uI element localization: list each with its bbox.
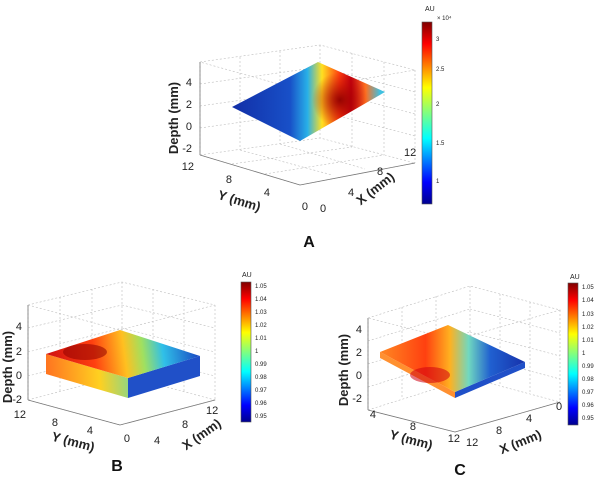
panel-a-xtick-3: 12 xyxy=(404,147,416,159)
panel-b: 4 2 0 -2 Depth (mm) 12 8 4 0 Y (mm) 4 8 … xyxy=(0,272,267,475)
panel-c-zlabel: Depth (mm) xyxy=(336,334,351,406)
panel-b-ytick-0: 12 xyxy=(14,409,26,421)
panel-c-colorbar-tick-8: 0.97 xyxy=(582,390,594,396)
panel-a-colorbar-tick-4: 1 xyxy=(436,179,440,185)
panel-c-ytick-2: 12 xyxy=(448,433,460,445)
panel-b-ytick-2: 4 xyxy=(87,425,93,437)
panel-a-ztick-3: -2 xyxy=(182,143,192,155)
panel-a-zlabel: Depth (mm) xyxy=(166,82,181,154)
panel-c-colorbar-tick-5: 1 xyxy=(582,351,586,357)
panel-c-xtick-1: 8 xyxy=(496,425,502,437)
panel-b-colorbar-tick-2: 1.03 xyxy=(255,310,267,316)
panel-a-ytick-2: 4 xyxy=(264,187,270,199)
panel-b-colorbar-tick-10: 0.95 xyxy=(255,414,267,420)
panel-a-axes-box xyxy=(199,44,416,186)
panel-a-ztick-2: 0 xyxy=(186,121,192,133)
panel-c-ytick-0: 4 xyxy=(370,409,376,421)
panel-c-colorbar-tick-2: 1.03 xyxy=(582,312,594,318)
panel-b-colorbar-title: AU xyxy=(242,272,252,279)
panel-a-colorbar-tick-2: 2 xyxy=(436,102,440,108)
panel-a-xtick-0: 0 xyxy=(320,203,326,215)
panel-c-colorbar-tick-10: 0.95 xyxy=(582,416,594,422)
panel-a-colorbar-title: AU xyxy=(425,6,435,13)
panel-b-colorbar-tick-4: 1.01 xyxy=(255,336,267,342)
panel-a-ztick-1: 2 xyxy=(186,99,192,111)
panel-c-ytick-1: 8 xyxy=(410,421,416,433)
panel-c-colorbar-tick-0: 1.05 xyxy=(582,285,594,291)
panel-b-slab xyxy=(46,330,200,398)
panel-c-colorbar-tick-4: 1.01 xyxy=(582,338,594,344)
panel-b-colorbar-tick-7: 0.98 xyxy=(255,375,267,381)
panel-b-xtick-2: 12 xyxy=(206,405,218,417)
panel-c-colorbar-tick-6: 0.99 xyxy=(582,364,594,370)
panel-b-colorbar-tick-8: 0.97 xyxy=(255,388,267,394)
panel-a-ylabel: Y (mm) xyxy=(216,187,262,214)
panel-a-ytick-0: 12 xyxy=(182,161,194,173)
panel-b-colorbar-tick-6: 0.99 xyxy=(255,362,267,368)
panel-a-colorbar-exponent: × 10⁴ xyxy=(437,15,452,22)
panel-a-xtick-1: 4 xyxy=(348,187,354,199)
panel-b-ztick-2: 0 xyxy=(16,370,22,382)
panel-b-label: B xyxy=(111,458,123,475)
panel-a-colorbar-tick-3: 1.5 xyxy=(436,141,445,147)
panel-a-label: A xyxy=(303,234,315,251)
panel-b-colorbar: AU 1.05 1.04 1.03 1.02 1.01 1 0.99 0.98 … xyxy=(240,272,267,423)
panel-b-ytick-3: 0 xyxy=(124,433,130,445)
panel-c-colorbar-title: AU xyxy=(570,274,580,281)
panel-c: 4 2 0 -2 Depth (mm) 4 8 12 Y (mm) 12 8 4… xyxy=(336,274,594,479)
panel-c-colorbar-tick-9: 0.96 xyxy=(582,403,594,409)
panel-a: 4 2 0 -2 Depth (mm) 12 8 4 0 Y (mm) 0 4 … xyxy=(166,6,452,251)
panel-c-colorbar: AU 1.05 1.04 1.03 1.02 1.01 1 0.99 0.98 … xyxy=(567,274,594,426)
panel-c-xtick-0: 12 xyxy=(466,437,478,449)
panel-c-colorbar-tick-1: 1.04 xyxy=(582,298,594,304)
panel-b-ytick-1: 8 xyxy=(52,417,58,429)
panel-a-ytick-1: 8 xyxy=(226,174,232,186)
panel-b-colorbar-tick-3: 1.02 xyxy=(255,323,267,329)
panel-c-ztick-1: 2 xyxy=(356,347,362,359)
panel-c-label: C xyxy=(454,462,466,479)
panel-a-ztick-0: 4 xyxy=(186,77,192,89)
panel-b-colorbar-tick-0: 1.05 xyxy=(255,284,267,290)
panel-b-ztick-3: -2 xyxy=(12,394,22,406)
panel-a-xlabel: X (mm) xyxy=(353,169,397,208)
panel-c-xlabel: X (mm) xyxy=(497,427,543,457)
panel-b-xtick-1: 8 xyxy=(182,419,188,431)
panel-b-xtick-0: 4 xyxy=(154,435,160,447)
panel-c-xtick-3: 0 xyxy=(556,401,562,413)
panel-a-colorbar-tick-1: 2.5 xyxy=(436,67,445,73)
panel-b-colorbar-tick-1: 1.04 xyxy=(255,297,267,303)
panel-b-colorbar-tick-9: 0.96 xyxy=(255,401,267,407)
panel-b-colorbar-tick-5: 1 xyxy=(255,349,259,355)
panel-a-colorbar: AU × 10⁴ 3 2.5 2 1.5 1 xyxy=(421,6,452,205)
panel-b-ztick-0: 4 xyxy=(16,321,22,333)
panel-c-xtick-2: 4 xyxy=(526,413,532,425)
panel-b-zlabel: Depth (mm) xyxy=(0,331,15,403)
panel-c-ztick-2: 0 xyxy=(356,370,362,382)
panel-c-ztick-0: 4 xyxy=(356,324,362,336)
panel-c-colorbar-tick-3: 1.02 xyxy=(582,325,594,331)
panel-a-colorbar-tick-0: 3 xyxy=(436,37,440,43)
panel-c-slab xyxy=(380,325,525,398)
panel-b-ztick-1: 2 xyxy=(16,346,22,358)
panel-a-surface xyxy=(232,62,385,141)
panel-a-xtick-2: 8 xyxy=(377,166,383,178)
panel-c-ztick-3: -2 xyxy=(352,393,362,405)
panel-a-ytick-3: 0 xyxy=(302,201,308,213)
panel-c-colorbar-tick-7: 0.98 xyxy=(582,377,594,383)
